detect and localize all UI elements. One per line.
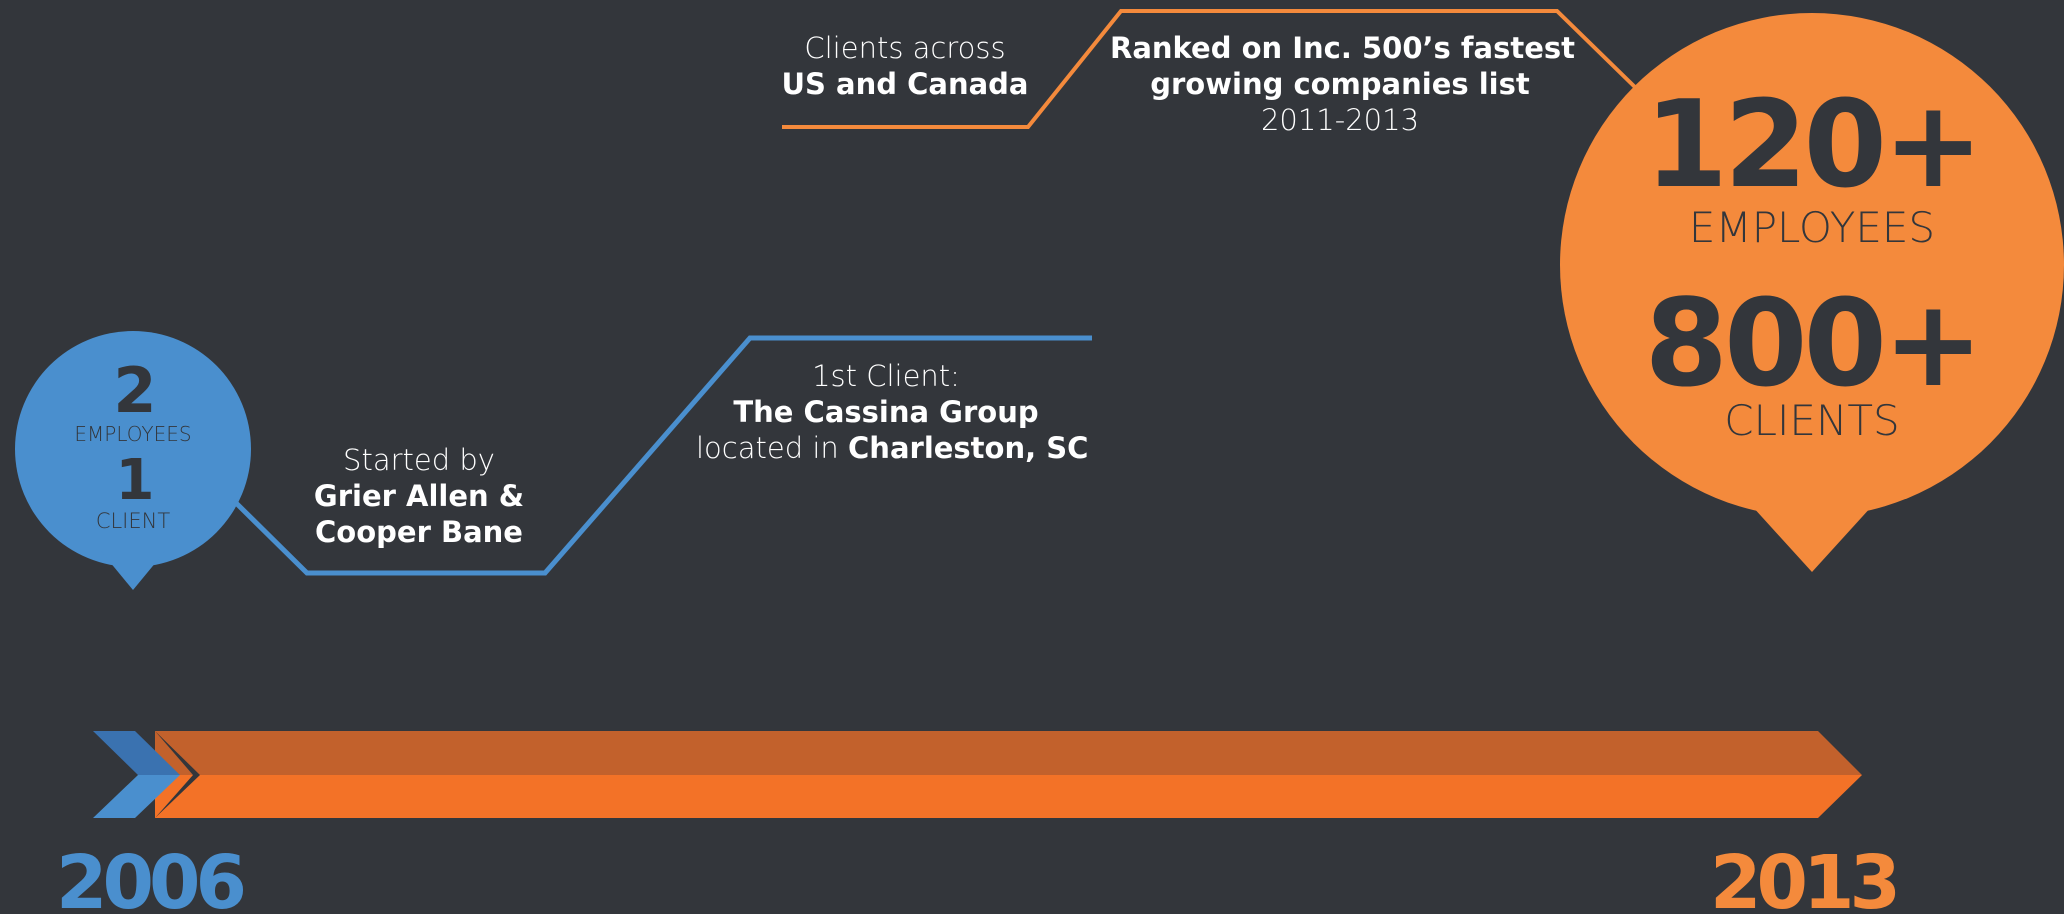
clients-across-caption: Clients across US and Canada bbox=[765, 30, 1045, 102]
first-client-line-1: 1st Client: bbox=[812, 359, 960, 393]
ranked-caption: Ranked on Inc. 500’s fastest growing com… bbox=[1110, 30, 1575, 138]
timeline-arrow-top bbox=[155, 731, 1862, 775]
ranked-line-3: 2011-2013 bbox=[1260, 103, 1420, 137]
first-client-caption: 1st Client: The Cassina Group located in… bbox=[696, 358, 1088, 466]
first-client-name: The Cassina Group bbox=[733, 395, 1039, 429]
end-clients-label: CLIENTS bbox=[1724, 396, 1900, 445]
timeline-arrow-bottom bbox=[155, 775, 1862, 818]
end-year: 2013 bbox=[1710, 840, 1901, 914]
start-bubble bbox=[15, 331, 251, 590]
founders-caption: Started by Grier Allen & Cooper Bane bbox=[294, 442, 544, 550]
start-clients-count: 1 bbox=[115, 448, 155, 513]
timeline-arrow bbox=[93, 731, 1862, 818]
end-bubble bbox=[1560, 13, 2064, 572]
clients-across-line-2: US and Canada bbox=[781, 67, 1029, 101]
ranked-line-2: growing companies list bbox=[1150, 67, 1530, 101]
timeline-chevron-top bbox=[93, 731, 180, 775]
start-employees-label: EMPLOYEES bbox=[74, 422, 192, 446]
founders-line-1: Started by bbox=[343, 443, 495, 477]
end-clients-count: 800+ bbox=[1644, 275, 1983, 414]
founders-line-2: Grier Allen & bbox=[313, 479, 525, 513]
orange-connector-line bbox=[782, 9, 1642, 129]
end-employees-label: EMPLOYEES bbox=[1688, 203, 1936, 252]
founders-line-3: Cooper Bane bbox=[315, 515, 523, 549]
start-employees-count: 2 bbox=[113, 354, 156, 427]
timeline-chevron-bottom bbox=[93, 775, 180, 818]
blue-connector-line bbox=[228, 335, 1092, 576]
first-client-location: Charleston, SC bbox=[848, 431, 1089, 465]
ranked-line-1: Ranked on Inc. 500’s fastest bbox=[1110, 31, 1575, 65]
start-clients-label: CLIENT bbox=[95, 509, 171, 533]
first-client-location-prefix: located in bbox=[696, 431, 839, 465]
clients-across-line-1: Clients across bbox=[804, 31, 1006, 65]
start-year: 2006 bbox=[56, 840, 247, 914]
end-employees-count: 120+ bbox=[1644, 76, 1983, 215]
